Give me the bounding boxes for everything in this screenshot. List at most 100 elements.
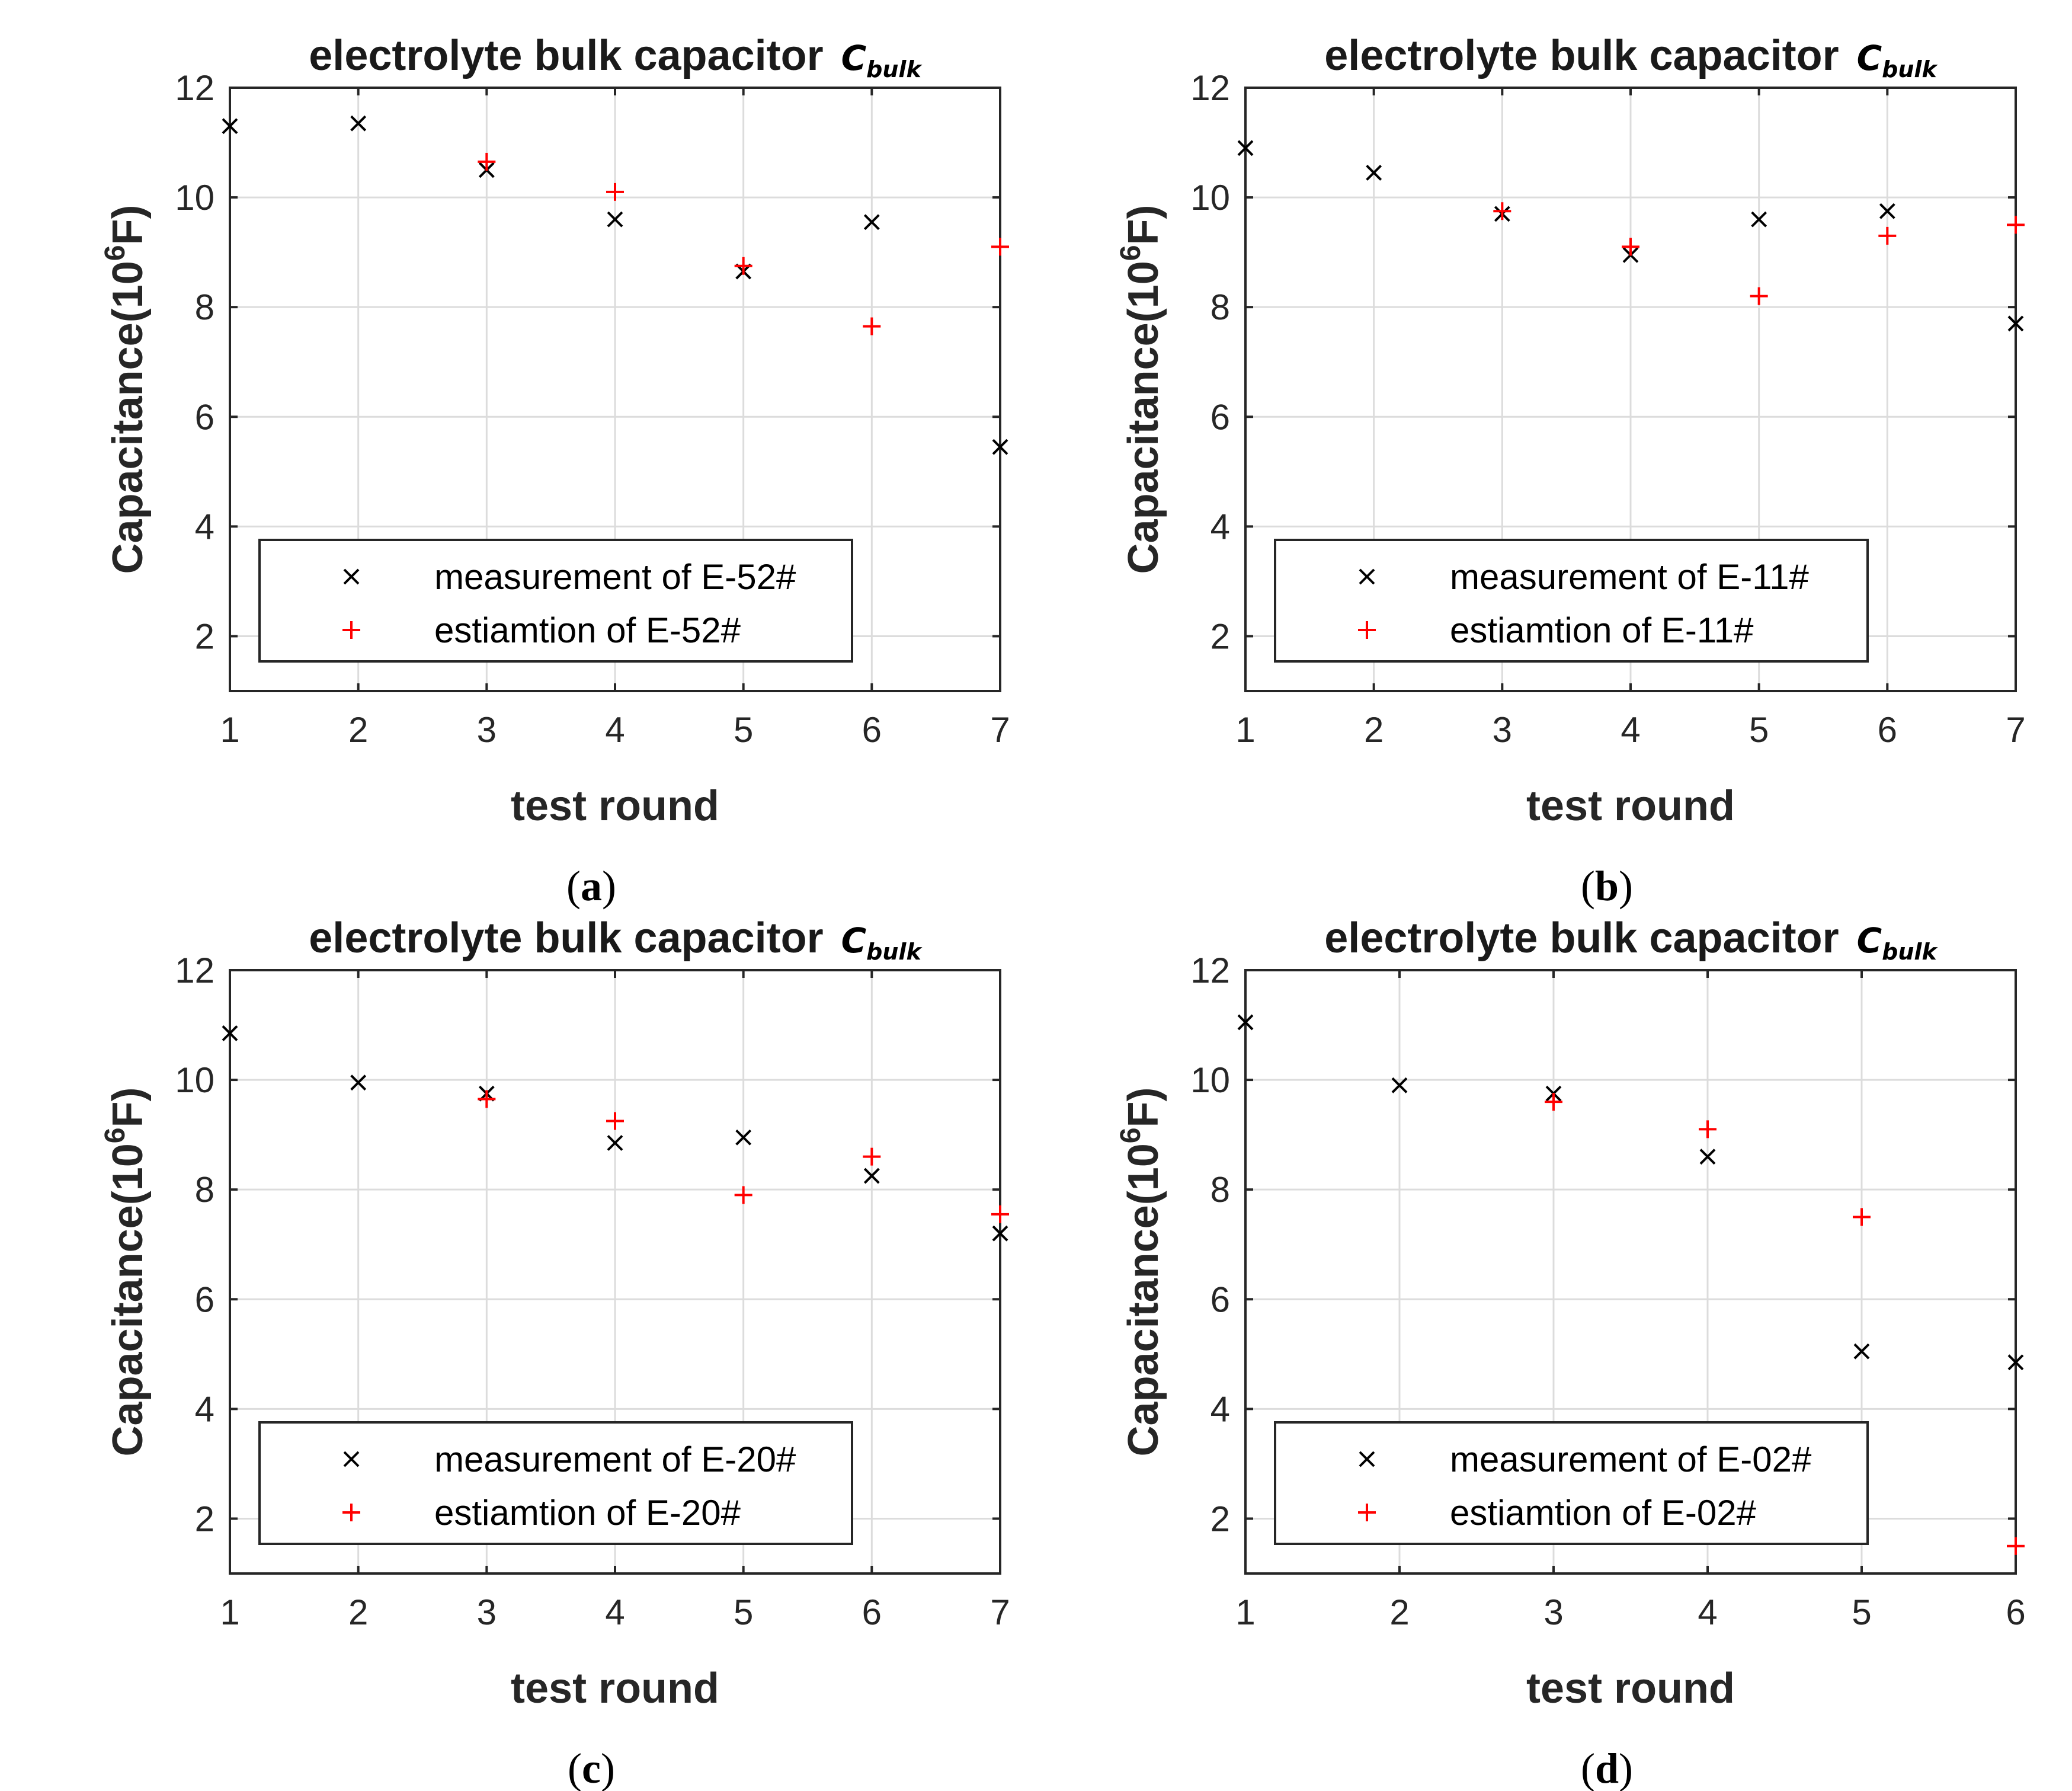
estimation-point xyxy=(1493,202,1511,220)
legend-x-marker-icon xyxy=(343,1451,360,1467)
x-tick-label: 5 xyxy=(734,710,753,750)
chart-title-text: electrolyte bulk capacitor xyxy=(1324,914,1839,962)
chart-title-text: electrolyte bulk capacitor xyxy=(309,32,823,79)
x-tick-label: 3 xyxy=(477,1592,497,1632)
y-tick-label: 10 xyxy=(1190,1060,1230,1100)
legend-entry-label: estiamtion of E-11# xyxy=(1450,610,1754,650)
measurement-point xyxy=(863,1168,880,1184)
estimation-series xyxy=(478,1090,1009,1223)
panel-caption: (d) xyxy=(1581,1745,1633,1791)
chart-title-symbol: C xyxy=(1857,920,1882,961)
legend-plus-marker-icon xyxy=(1358,621,1376,639)
measurement-point xyxy=(222,118,238,135)
legend-entry-label: measurement of E-02# xyxy=(1450,1440,1812,1479)
x-axis-label: test round xyxy=(511,782,719,830)
y-tick-label: 10 xyxy=(1190,178,1230,218)
legend-x-marker-icon xyxy=(1359,1451,1375,1467)
legend: measurement of E-02# estiamtion of E-02# xyxy=(1274,1421,1869,1545)
y-tick-label: 4 xyxy=(1210,507,1230,546)
y-tick-label: 6 xyxy=(1210,1280,1230,1319)
estimation-point xyxy=(478,1090,496,1108)
y-axis-label-prefix: Capacitance(10 xyxy=(104,261,152,574)
y-axis-label-exponent: 6 xyxy=(1115,245,1147,261)
legend-plus-marker-icon xyxy=(1358,1504,1376,1521)
chart-title-symbol: C xyxy=(841,38,867,78)
chart-title-subscript: bulk xyxy=(1882,56,1938,82)
x-tick-label: 5 xyxy=(1749,710,1769,750)
chart-title: electrolyte bulk capacitor Cbulk xyxy=(1324,914,1938,965)
chart-title-subscript: bulk xyxy=(866,56,923,82)
x-tick-label: 2 xyxy=(1364,710,1384,750)
y-tick-label: 4 xyxy=(195,507,214,546)
legend: measurement of E-52# estiamtion of E-52# xyxy=(258,539,853,663)
measurement-point xyxy=(1237,140,1254,156)
legend-entry-label: estiamtion of E-02# xyxy=(1450,1493,1757,1533)
y-axis-label-prefix: Capacitance(10 xyxy=(1120,261,1167,574)
caption-close-paren: ) xyxy=(602,862,616,910)
x-tick-label: 4 xyxy=(1698,1592,1717,1632)
x-tick-label: 7 xyxy=(990,1592,1010,1632)
legend-entry-label: measurement of E-20# xyxy=(434,1440,796,1479)
y-tick-label: 6 xyxy=(195,1280,214,1319)
measurement-point xyxy=(1879,203,1895,219)
measurement-point xyxy=(1699,1149,1716,1165)
y-axis-label: Capacitance(106F) xyxy=(1115,1088,1167,1457)
legend: measurement of E-11# estiamtion of E-11# xyxy=(1274,539,1869,663)
y-axis-label-prefix: Capacitance(10 xyxy=(104,1143,152,1456)
y-tick-label: 8 xyxy=(1210,1170,1230,1210)
y-tick-label: 4 xyxy=(195,1389,214,1429)
y-axis-label-suffix: F) xyxy=(1120,205,1167,245)
x-tick-label: 7 xyxy=(2006,710,2025,750)
estimation-point xyxy=(1853,1208,1871,1226)
measurement-point xyxy=(1853,1343,1870,1360)
y-tick-label: 12 xyxy=(175,68,214,108)
estimation-point xyxy=(1622,238,1639,256)
legend: measurement of E-20# estiamtion of E-20# xyxy=(258,1421,853,1545)
measurement-point xyxy=(607,1135,623,1151)
estimation-point xyxy=(478,152,496,171)
caption-close-paren: ) xyxy=(601,1745,615,1791)
measurement-point xyxy=(992,439,1008,455)
y-tick-label: 6 xyxy=(195,397,214,437)
y-tick-label: 2 xyxy=(1210,1499,1230,1539)
estimation-point xyxy=(606,1112,624,1130)
x-tick-label: 1 xyxy=(220,1592,239,1632)
y-axis-label: Capacitance(106F) xyxy=(100,205,152,574)
x-tick-label: 6 xyxy=(862,710,882,750)
x-axis-label: test round xyxy=(511,1665,719,1712)
x-tick-label: 6 xyxy=(1878,710,1897,750)
y-axis-label-suffix: F) xyxy=(104,1088,152,1128)
estimation-series xyxy=(478,152,1009,335)
x-tick-label: 5 xyxy=(734,1592,753,1632)
y-axis-label-suffix: F) xyxy=(104,205,152,245)
x-tick-label: 5 xyxy=(1852,1592,1871,1632)
caption-letter: a xyxy=(581,862,602,910)
measurement-point xyxy=(1751,211,1767,228)
estimation-point xyxy=(734,1186,752,1204)
x-tick-label: 4 xyxy=(605,1592,625,1632)
chart-title-text: electrolyte bulk capacitor xyxy=(309,914,823,962)
estimation-point xyxy=(606,183,624,201)
caption-letter: b xyxy=(1595,862,1619,910)
legend-entry-label: measurement of E-52# xyxy=(434,557,796,597)
legend-entry-label: measurement of E-11# xyxy=(1450,557,1809,597)
estimation-point xyxy=(1545,1093,1562,1111)
caption-open-paren: ( xyxy=(568,1745,582,1791)
x-tick-label: 7 xyxy=(990,710,1010,750)
y-tick-label: 12 xyxy=(1190,68,1230,108)
chart-title: electrolyte bulk capacitor Cbulk xyxy=(309,32,923,82)
legend-x-marker-icon xyxy=(1359,568,1375,585)
legend-box xyxy=(1274,1421,1869,1545)
measurement-point xyxy=(863,214,880,231)
y-tick-label: 8 xyxy=(1210,287,1230,327)
x-tick-label: 2 xyxy=(348,1592,368,1632)
x-tick-label: 2 xyxy=(1389,1592,1409,1632)
chart-title-subscript: bulk xyxy=(866,939,923,965)
x-tick-label: 3 xyxy=(1493,710,1512,750)
caption-open-paren: ( xyxy=(566,862,581,910)
chart-title-symbol: C xyxy=(1857,38,1882,78)
y-tick-label: 2 xyxy=(195,1499,214,1539)
caption-letter: c xyxy=(582,1745,601,1791)
